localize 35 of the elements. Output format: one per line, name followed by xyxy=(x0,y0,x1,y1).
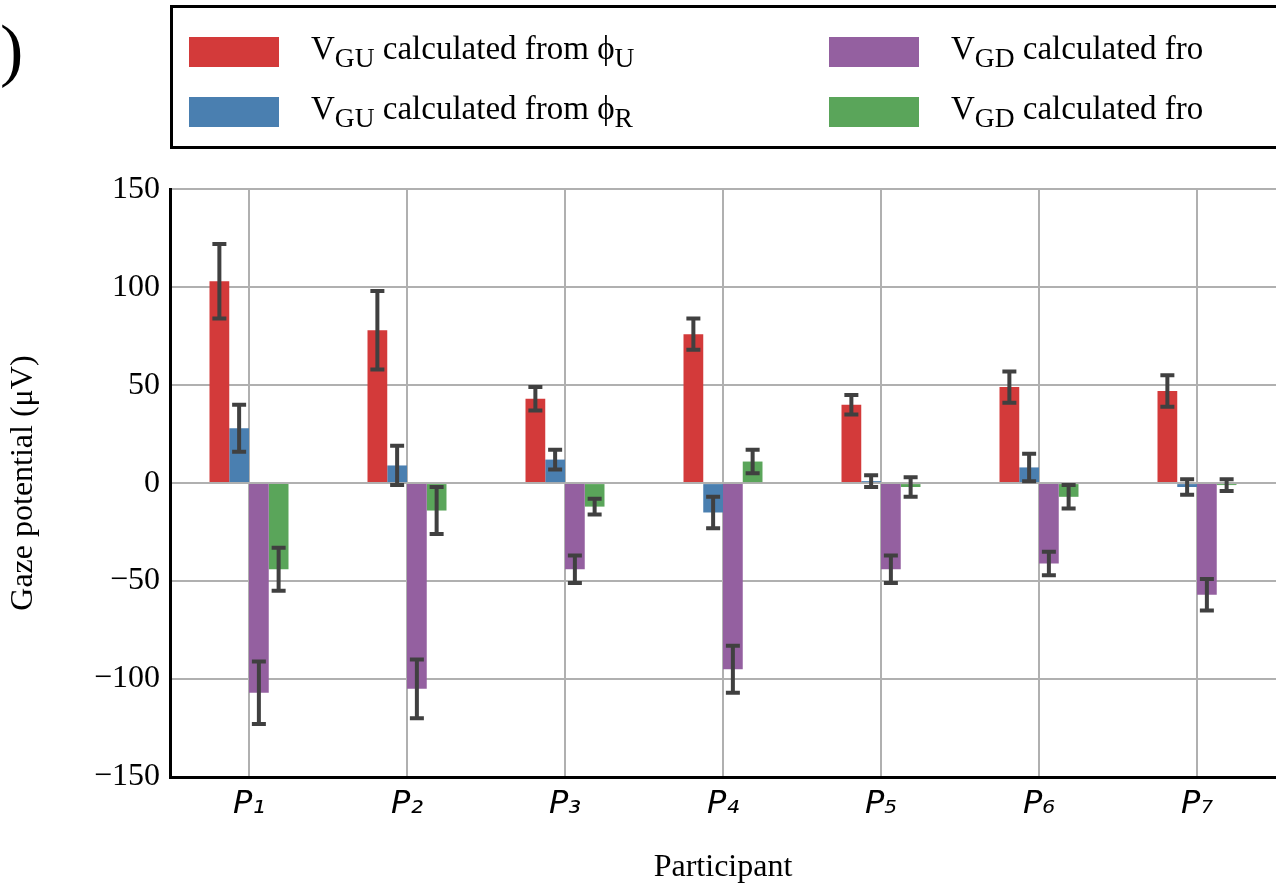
bar xyxy=(407,484,427,689)
x-tick-label: P₆ xyxy=(1022,782,1056,821)
x-tick-label: P₄ xyxy=(706,782,740,821)
y-tick-label: 150 xyxy=(112,168,160,205)
x-tick-label: P₁ xyxy=(232,782,266,821)
legend-label: V$_{GU}$ calculated from ϕ$_{R}$ xyxy=(311,90,633,134)
legend-label: V$_{GD}$ calculated fro xyxy=(951,90,1204,134)
bar xyxy=(249,484,269,693)
x-tick-label: P₂ xyxy=(390,782,424,821)
bar xyxy=(209,281,230,483)
x-tick-label: P₅ xyxy=(864,782,898,821)
y-tick-label: −50 xyxy=(109,560,160,597)
y-axis-title: Gaze potential (μV) xyxy=(2,355,39,611)
bar xyxy=(1157,391,1178,483)
x-tick-label: P₇ xyxy=(1180,782,1214,821)
bar xyxy=(525,398,546,483)
text: ) xyxy=(0,10,24,90)
bar xyxy=(565,484,585,570)
y-tick-label: 50 xyxy=(128,364,160,401)
bar xyxy=(881,484,901,570)
legend-label: V$_{GU}$ calculated from ϕ$_{U}$ xyxy=(311,30,635,74)
y-tick-label: −150 xyxy=(93,756,160,793)
legend-label: V$_{GD}$ calculated fro xyxy=(951,30,1204,74)
x-tick-label: P₃ xyxy=(548,782,582,821)
bar xyxy=(1197,484,1217,595)
y-tick-label: 100 xyxy=(112,266,160,303)
bar xyxy=(268,484,289,570)
x-axis-title: Participant xyxy=(653,847,793,884)
bar xyxy=(841,404,862,483)
y-tick-label: 0 xyxy=(144,462,160,499)
y-tick-label: −100 xyxy=(93,658,160,695)
bar xyxy=(999,387,1020,483)
bar xyxy=(723,484,743,670)
bar xyxy=(1039,484,1059,564)
bar xyxy=(683,334,704,483)
